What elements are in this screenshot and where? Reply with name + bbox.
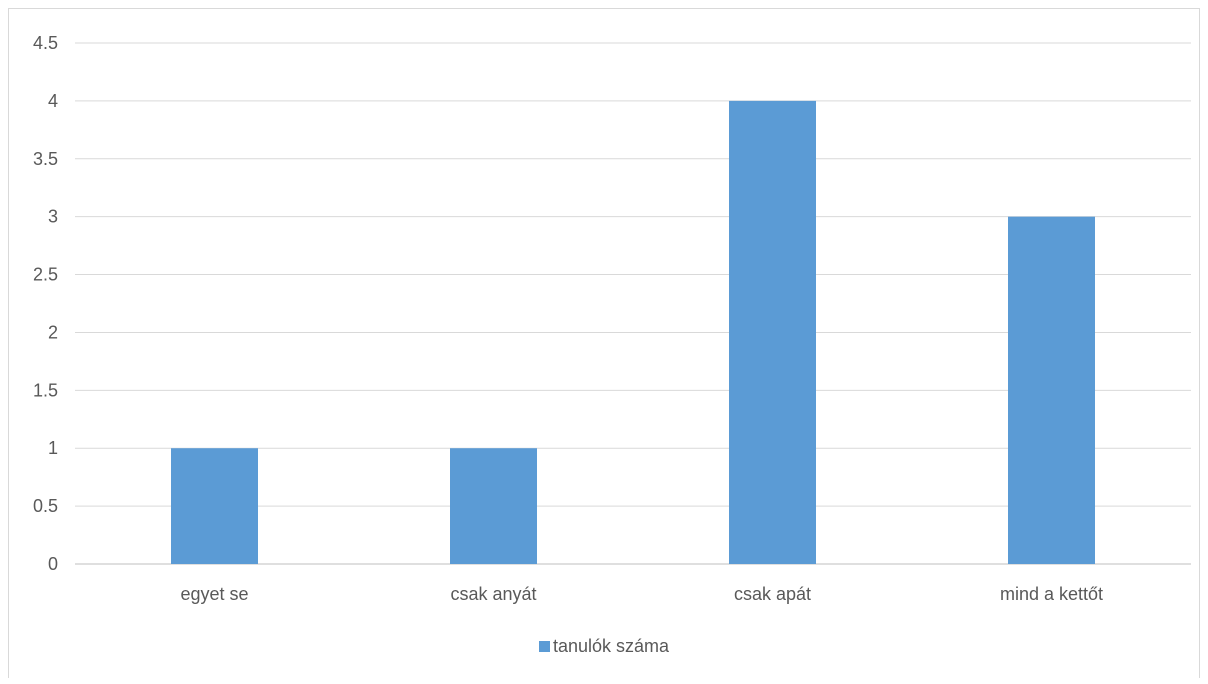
x-axis-tick-labels: egyet se csak anyát csak apát mind a kettőt — [180, 584, 1103, 604]
y-tick-label: 1.5 — [33, 380, 58, 400]
x-tick-label: egyet se — [180, 584, 248, 604]
legend-label-tanulok-szama: tanulók száma — [553, 636, 670, 656]
y-axis-tick-labels: 0 0.5 1 1.5 2 2.5 3 3.5 4 4.5 — [33, 33, 58, 574]
y-tick-label: 0.5 — [33, 496, 58, 516]
y-tick-label: 0 — [48, 554, 58, 574]
bar-2 — [729, 100, 816, 564]
bar-0 — [171, 448, 258, 564]
x-tick-label: csak apát — [734, 584, 811, 604]
gridlines — [75, 42, 1191, 565]
bar-chart: 0 0.5 1 1.5 2 2.5 3 3.5 4 4.5 egyet se csak anyát c… — [33, 33, 1191, 656]
y-tick-label: 4 — [48, 91, 58, 111]
bar-1 — [450, 448, 537, 564]
y-tick-label: 2 — [48, 322, 58, 342]
bar-3 — [1008, 216, 1095, 564]
x-tick-label: mind a kettőt — [1000, 584, 1103, 604]
y-tick-label: 3 — [48, 207, 58, 227]
y-tick-label: 3.5 — [33, 149, 58, 169]
bars — [171, 100, 1095, 564]
x-tick-label: csak anyát — [450, 584, 536, 604]
chart-container: 0 0.5 1 1.5 2 2.5 3 3.5 4 4.5 egyet se csak anyát c… — [8, 8, 1200, 678]
y-tick-label: 1 — [48, 438, 58, 458]
y-tick-label: 4.5 — [33, 33, 58, 53]
legend: tanulók száma — [539, 636, 670, 656]
legend-swatch — [539, 641, 550, 652]
y-tick-label: 2.5 — [33, 265, 58, 285]
